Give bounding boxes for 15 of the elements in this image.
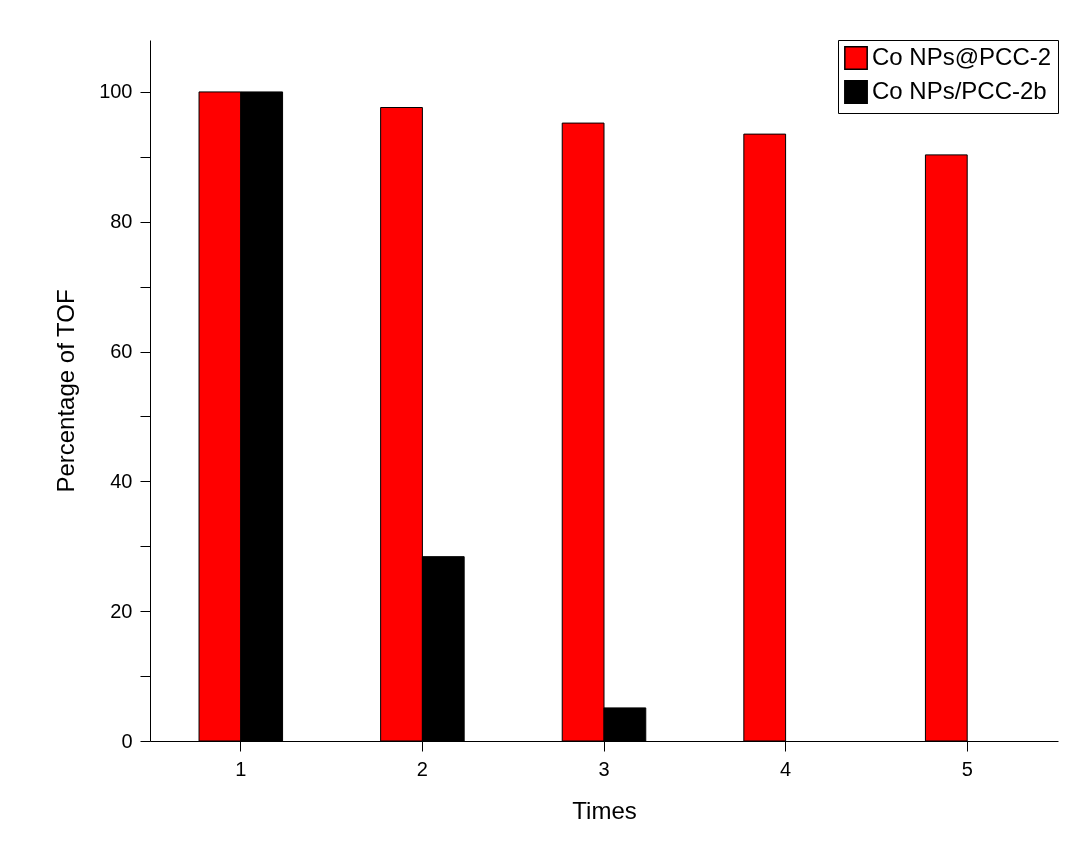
x-tick-label: 1 [235,757,247,780]
legend-label: Co NPs/PCC-2b [872,77,1047,104]
y-tick-label: 0 [121,729,133,752]
x-tick-label: 4 [780,757,792,780]
legend-label: Co NPs@PCC-2 [872,43,1052,70]
y-axis-title: Percentage of TOF [52,289,80,493]
x-tick-label: 2 [416,757,428,780]
x-axis-title: Times [572,796,637,824]
x-tick-label: 3 [598,757,610,780]
y-tick-label: 60 [110,340,133,363]
y-tick-label: 40 [110,469,133,492]
x-tick-label: 5 [961,757,973,780]
y-tick-label: 20 [110,599,133,622]
y-tick-label: 100 [99,80,133,103]
y-tick-label: 80 [110,210,133,233]
